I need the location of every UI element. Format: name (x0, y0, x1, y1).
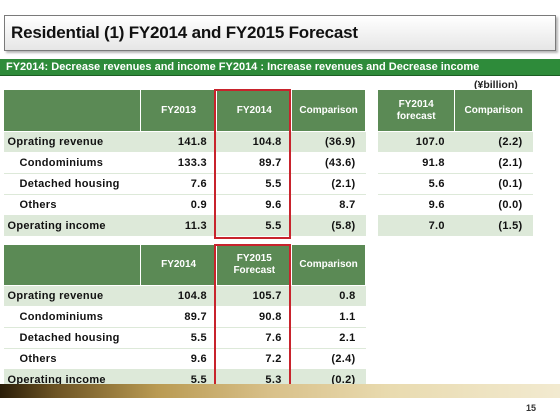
table-row: Detached housing 5.5 7.6 2.1 (3, 327, 366, 349)
table-cell: (36.9) (291, 131, 366, 153)
table-row: Oprating revenue 104.8 105.7 0.8 (3, 285, 366, 307)
page-title: Residential (1) FY2014 and FY2015 Foreca… (11, 23, 358, 42)
fy2015-forecast-table: FY2014 FY2015 Forecast Comparison Oprati… (3, 244, 366, 391)
table-cell: 7.6 (216, 327, 292, 349)
fy2014-results-table: FY2013 FY2014 Comparison Oprating revenu… (3, 89, 366, 237)
table-cell: 5.5 (140, 327, 217, 349)
table-cell: 107.0 (377, 131, 455, 153)
table-cell: (1.5) (454, 215, 533, 237)
table-cell: 141.8 (140, 131, 217, 153)
table-cell: 5.5 (216, 215, 292, 237)
unit-label: (¥billion) (474, 79, 518, 91)
column-header (3, 89, 141, 132)
table-cell: (43.6) (291, 152, 366, 174)
table-row: Condominiums 133.3 89.7 (43.6) (3, 152, 366, 174)
table-cell: 5.6 (377, 173, 455, 195)
row-label: Oprating revenue (3, 285, 141, 307)
row-label: Condominiums (3, 152, 141, 174)
table-cell: 9.6 (140, 348, 217, 370)
column-header: Comparison (291, 244, 366, 286)
column-header: Comparison (454, 89, 533, 132)
column-header: FY2014 forecast (376, 89, 456, 132)
row-label: Detached housing (3, 327, 141, 349)
table-row: Condominiums 89.7 90.8 1.1 (3, 306, 366, 328)
row-label: Operating income (3, 215, 141, 237)
row-label: Others (3, 194, 141, 216)
column-header (3, 244, 141, 286)
table-cell: 89.7 (216, 152, 292, 174)
table-cell: 133.3 (140, 152, 217, 174)
table-cell: 8.7 (291, 194, 366, 216)
table-cell: (0.0) (454, 194, 533, 216)
table-cell: 9.6 (216, 194, 292, 216)
column-header: FY2014 (139, 244, 218, 286)
table-row: 107.0 (2.2) (377, 131, 533, 153)
table-row: 9.6 (0.0) (377, 194, 533, 216)
column-header: FY2013 (139, 89, 218, 132)
table-cell: 1.1 (291, 306, 366, 328)
table-row: 91.8 (2.1) (377, 152, 533, 174)
footer-bar (0, 384, 560, 398)
table-cell: 104.8 (140, 285, 217, 307)
subtitle-bar: FY2014: Decrease revenues and income FY2… (0, 59, 560, 76)
table-cell: 5.5 (216, 173, 292, 195)
row-label: Others (3, 348, 141, 370)
table-cell: (2.1) (454, 152, 533, 174)
table-row: 5.6 (0.1) (377, 173, 533, 195)
table-cell: 105.7 (216, 285, 292, 307)
row-label: Condominiums (3, 306, 141, 328)
table-cell: (2.4) (291, 348, 366, 370)
table-cell: (5.8) (291, 215, 366, 237)
table-cell: (2.1) (291, 173, 366, 195)
column-header: Comparison (291, 89, 366, 132)
table-cell: 2.1 (291, 327, 366, 349)
table-cell: 89.7 (140, 306, 217, 328)
column-header: FY2014 (216, 89, 293, 132)
page-number: 15 (526, 403, 537, 413)
column-header: FY2015 Forecast (216, 244, 293, 286)
row-label: Oprating revenue (3, 131, 141, 153)
table-cell: 7.2 (216, 348, 292, 370)
title-box: Residential (1) FY2014 and FY2015 Foreca… (4, 15, 556, 51)
table-cell: 0.8 (291, 285, 366, 307)
table-cell: 0.9 (140, 194, 217, 216)
table-cell: 9.6 (377, 194, 455, 216)
table-cell: (0.1) (454, 173, 533, 195)
table-row: Detached housing 7.6 5.5 (2.1) (3, 173, 366, 195)
table-cell: 7.0 (377, 215, 455, 237)
table-cell: 7.6 (140, 173, 217, 195)
table-row: Others 0.9 9.6 8.7 (3, 194, 366, 216)
table-cell: (2.2) (454, 131, 533, 153)
table-cell: 11.3 (140, 215, 217, 237)
table-cell: 104.8 (216, 131, 292, 153)
table-row: Others 9.6 7.2 (2.4) (3, 348, 366, 370)
table-row: 7.0 (1.5) (377, 215, 533, 237)
row-label: Detached housing (3, 173, 141, 195)
fy2014-forecast-table: FY2014 forecast Comparison 107.0 (2.2) 9… (376, 89, 533, 237)
table-cell: 91.8 (377, 152, 455, 174)
table-row: Oprating revenue 141.8 104.8 (36.9) (3, 131, 366, 153)
table-row: Operating income 11.3 5.5 (5.8) (3, 215, 366, 237)
table-cell: 90.8 (216, 306, 292, 328)
